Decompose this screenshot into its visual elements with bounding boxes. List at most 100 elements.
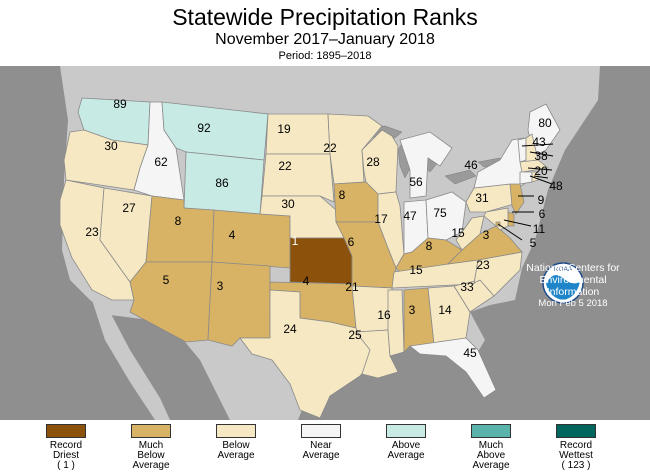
rank-label-al: 3 <box>409 303 416 317</box>
legend-swatch <box>46 424 86 438</box>
rank-label-dc: 5 <box>530 236 537 250</box>
rank-label-me: 80 <box>538 116 552 130</box>
rank-label-az: 5 <box>163 273 170 287</box>
rank-label-ut: 8 <box>175 214 182 228</box>
rank-label-nv: 27 <box>122 201 136 215</box>
noaa-logo: NOAA <box>542 262 584 304</box>
rank-label-co: 4 <box>229 228 236 242</box>
rank-label-nj: 9 <box>538 193 545 207</box>
rank-label-wv: 15 <box>451 226 465 240</box>
rank-label-ok: 4 <box>303 274 310 288</box>
noaa-logo-text: NOAA <box>554 266 573 273</box>
state-de <box>507 211 515 227</box>
legend: Record Driest( 1 ) Much Below Average Below Av… <box>0 420 650 475</box>
legend-item-record-driest: Record Driest( 1 ) <box>26 424 106 471</box>
legend-item-near: Near Average <box>281 424 361 461</box>
legend-swatch <box>471 424 511 438</box>
leader-line-ma <box>527 167 553 171</box>
state-nc <box>471 251 523 297</box>
legend-label: Near Average <box>281 441 361 461</box>
leader-line-nh <box>529 151 554 157</box>
state-sd <box>261 153 335 203</box>
state-fl <box>409 337 497 399</box>
rank-label-wa: 89 <box>113 97 127 111</box>
legend-label: Below Average <box>196 441 276 461</box>
rank-label-la: 25 <box>348 328 362 342</box>
states-layer <box>59 97 561 419</box>
state-mn <box>327 113 383 185</box>
rank-label-sc: 33 <box>460 280 474 294</box>
state-wv <box>455 215 485 251</box>
legend-label-line: Below <box>137 450 165 461</box>
legend-item-below: Below Average <box>196 424 276 461</box>
legend-item-much-below: Much Below Average <box>111 424 191 471</box>
leader-line-ri <box>533 175 549 179</box>
legend-swatch <box>131 424 171 438</box>
legend-item-much-above: Much Above Average <box>451 424 531 471</box>
legend-label-line: Much <box>478 440 504 451</box>
us-map: 8930232762928685431922301424228621252817… <box>59 66 600 420</box>
legend-label: Record Wettest <box>536 441 616 461</box>
rank-label-nm: 3 <box>217 279 224 293</box>
rank-label-ct: 48 <box>549 179 563 193</box>
state-nd <box>265 113 331 155</box>
rank-label-ky: 8 <box>426 239 433 253</box>
state-nj <box>509 183 525 215</box>
noaa-credit-line: Environmental <box>539 274 607 286</box>
rank-label-in: 47 <box>403 209 417 223</box>
legend-label-line: Record <box>559 440 593 451</box>
legend-label-line: Below <box>222 440 250 451</box>
rank-label-de: 6 <box>539 207 546 221</box>
leader-line-ct <box>529 175 553 185</box>
legend-label-line: Average <box>387 450 425 461</box>
rank-label-nd: 19 <box>277 122 291 136</box>
state-ms <box>387 289 405 357</box>
rank-label-ma: 20 <box>534 164 548 178</box>
map-period: Period: 1895–2018 <box>278 50 372 62</box>
leader-line-vt <box>521 143 554 147</box>
map-subtitle: November 2017–January 2018 <box>215 31 435 48</box>
legend-label-line: Driest <box>52 450 80 461</box>
rank-label-or: 30 <box>104 139 118 153</box>
rank-label-wi: 28 <box>366 155 380 169</box>
rank-label-nh: 38 <box>534 149 548 163</box>
legend-label-line: Average <box>132 460 170 471</box>
rank-label-il: 17 <box>374 212 388 226</box>
noaa-logo-bird-icon <box>546 275 580 300</box>
map-header: Statewide Precipitation Ranks November 2… <box>0 0 650 66</box>
state-mi <box>399 131 453 199</box>
rank-label-md: 11 <box>533 222 546 236</box>
rank-label-mn: 22 <box>323 141 337 155</box>
rank-label-va: 3 <box>483 228 490 242</box>
legend-label-line: Above <box>476 450 506 461</box>
legend-rank-value: ( 123 ) <box>561 460 591 471</box>
rank-label-ks: 1 <box>292 234 299 248</box>
legend-label: Much Above Average <box>451 441 531 471</box>
rank-label-ia: 8 <box>339 188 346 202</box>
legend-swatch <box>386 424 426 438</box>
legend-label-line: Above <box>391 440 421 451</box>
state-ri <box>531 171 539 183</box>
state-ct <box>519 171 533 185</box>
rank-label-wy: 86 <box>215 176 229 190</box>
legend-label-line: Average <box>302 450 340 461</box>
legend-swatch <box>556 424 596 438</box>
state-labels: 8930232762928685431922301424228621252817… <box>85 97 563 360</box>
state-az <box>129 261 213 343</box>
legend-label-line: Average <box>472 460 510 471</box>
legend-label-line: Average <box>217 450 255 461</box>
noaa-credit-line: Information <box>546 286 600 298</box>
legend-rank-value: ( 1 ) <box>57 460 75 471</box>
legend-item-record-wettest: Record Wettest( 123 ) <box>536 424 616 471</box>
rank-label-id: 62 <box>154 155 168 169</box>
noaa-credit: National Centers for Environmental Infor… <box>505 262 641 310</box>
legend-label-line: Near <box>310 440 332 451</box>
rank-label-ca: 23 <box>85 225 99 239</box>
state-co <box>211 209 291 269</box>
rank-label-ms: 16 <box>377 308 391 322</box>
legend-label: Above Average <box>366 441 446 461</box>
rank-label-nc: 23 <box>476 258 490 272</box>
leader-lines <box>497 143 554 241</box>
rank-label-ne: 30 <box>281 197 295 211</box>
rank-label-fl: 45 <box>463 346 477 360</box>
